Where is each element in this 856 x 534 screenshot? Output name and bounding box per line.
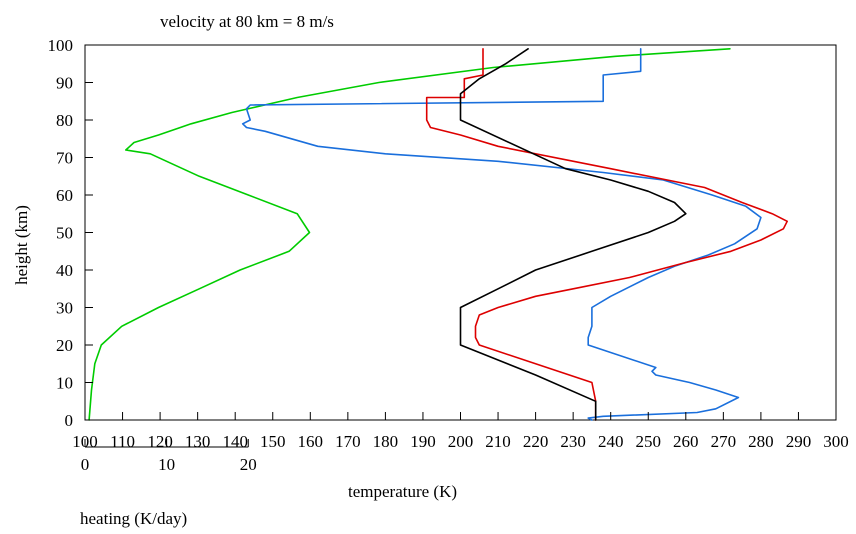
- x-axis-title: temperature (K): [348, 482, 457, 501]
- x-tick-label: 250: [636, 432, 662, 451]
- heating-tick-label: 20: [240, 455, 257, 474]
- series-line-3: [425, 48, 788, 421]
- x-tick-label: 230: [560, 432, 586, 451]
- x-tick-label: 130: [185, 432, 211, 451]
- x-tick-label: 180: [373, 432, 399, 451]
- y-tick-label: 100: [48, 36, 74, 55]
- y-tick-label: 70: [56, 149, 73, 168]
- x-tick-label: 280: [748, 432, 774, 451]
- y-tick-label: 30: [56, 299, 73, 318]
- chart-title: velocity at 80 km = 8 m/s: [160, 12, 334, 31]
- y-axis: 0 10 20 30 40 50 60 70 80 90 100: [48, 36, 93, 430]
- x-tick-label: 120: [147, 432, 173, 451]
- y-tick-label: 0: [65, 411, 74, 430]
- x-tick-label: 150: [260, 432, 286, 451]
- y-tick-label: 80: [56, 111, 73, 130]
- series-layer: [88, 48, 788, 421]
- x-tick-label: 200: [448, 432, 474, 451]
- y-tick-label: 90: [56, 74, 73, 93]
- y-tick-label: 60: [56, 186, 73, 205]
- x-tick-label: 190: [410, 432, 436, 451]
- x-tick-label: 290: [786, 432, 812, 451]
- x-tick-label: 300: [823, 432, 849, 451]
- y-tick-label: 20: [56, 336, 73, 355]
- series-line-2: [241, 48, 762, 421]
- x-axis: 100 110 120 130 140 150 160 170 180 190 200 210 220 2…: [72, 412, 849, 451]
- y-axis-title: height (km): [12, 205, 31, 285]
- x-tick-label: 160: [298, 432, 324, 451]
- x-tick-label: 270: [711, 432, 737, 451]
- x-tick-label: 240: [598, 432, 624, 451]
- y-tick-label: 10: [56, 374, 73, 393]
- heating-axis-title: heating (K/day): [80, 509, 187, 528]
- series-line-4: [459, 48, 687, 421]
- y-tick-label: 50: [56, 224, 73, 243]
- x-tick-label: 170: [335, 432, 361, 451]
- x-tick-label: 140: [222, 432, 248, 451]
- heating-tick-label: 10: [158, 455, 175, 474]
- x-tick-label: 210: [485, 432, 511, 451]
- x-tick-label: 260: [673, 432, 699, 451]
- x-tick-label: 220: [523, 432, 549, 451]
- heating-axis: 0 10 20: [81, 439, 257, 474]
- heating-tick-label: 0: [81, 455, 90, 474]
- y-tick-label: 40: [56, 261, 73, 280]
- series-line-1: [88, 48, 731, 421]
- x-tick-label: 110: [110, 432, 135, 451]
